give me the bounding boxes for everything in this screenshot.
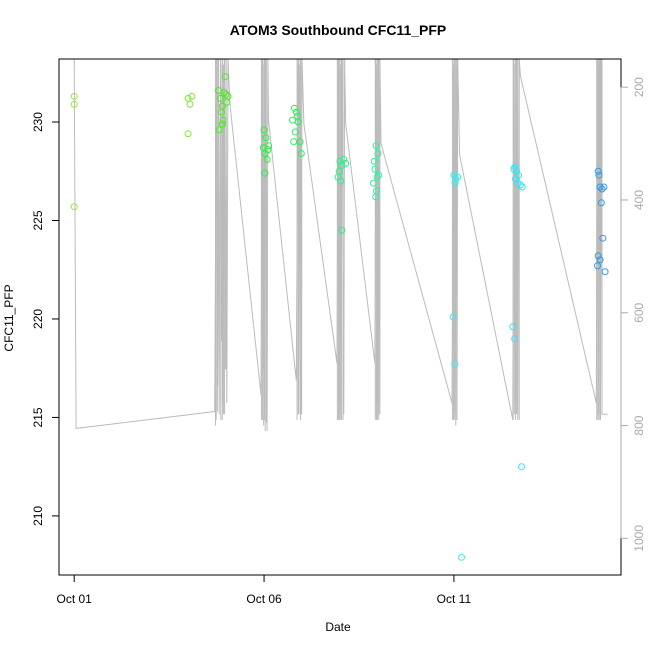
data-point-34 <box>297 150 305 157</box>
right-tick-label-4: 1000 <box>632 525 646 552</box>
data-point-56 <box>451 179 459 187</box>
data-point-6 <box>184 130 192 138</box>
data-point-24 <box>263 155 271 163</box>
data-point-57 <box>449 313 457 321</box>
right-tick-label-3: 800 <box>632 415 646 435</box>
data-point-43 <box>338 226 346 234</box>
data-point-68 <box>509 323 517 331</box>
y-axis-right: 200 400 600 800 1000 <box>620 77 646 552</box>
data-point-31 <box>291 128 299 136</box>
x-tick-label-0: Oct 01 <box>57 592 93 606</box>
data-point-18 <box>218 120 226 128</box>
data-point-39 <box>340 155 348 163</box>
data-point-52 <box>372 193 380 201</box>
x-axis: Oct 01 Oct 06 Oct 11 <box>57 574 472 606</box>
data-point-59 <box>458 553 465 561</box>
data-point-77 <box>599 234 607 242</box>
data-point-63 <box>511 175 519 183</box>
data-point-4 <box>186 100 194 108</box>
data-point-44 <box>370 157 378 165</box>
y-tick-label-1: 215 <box>31 407 45 427</box>
data-point-0 <box>70 92 78 100</box>
data-point-26 <box>265 142 273 150</box>
data-point-12 <box>219 116 227 124</box>
data-point-33 <box>290 138 298 146</box>
data-point-50 <box>375 171 383 179</box>
y-axis-label: CFC11_PFP <box>2 284 16 351</box>
data-point-5 <box>188 92 196 100</box>
data-point-79 <box>596 256 604 264</box>
chart-title: ATOM3 Southbound CFC11_PFP <box>230 22 447 38</box>
x-axis-label: Date <box>325 620 351 634</box>
data-point-72 <box>595 171 603 179</box>
altitude-path-layer <box>73 59 608 432</box>
data-point-70 <box>518 463 525 471</box>
data-point-37 <box>338 161 346 169</box>
data-point-67 <box>510 165 518 173</box>
data-point-10 <box>220 89 228 96</box>
right-tick-label-1: 400 <box>632 190 646 210</box>
data-point-2 <box>70 203 78 211</box>
data-point-17 <box>224 92 232 100</box>
x-tick-label-2: Oct 11 <box>437 592 472 606</box>
data-point-53 <box>450 171 458 179</box>
data-point-80 <box>594 262 601 270</box>
y-tick-label-2: 220 <box>31 309 45 329</box>
data-point-14 <box>222 91 230 98</box>
data-point-71 <box>594 167 602 175</box>
data-point-35 <box>294 112 301 120</box>
data-point-58 <box>451 360 459 368</box>
data-point-8 <box>216 94 224 102</box>
data-point-1 <box>70 100 78 108</box>
data-point-28 <box>292 108 300 116</box>
data-point-46 <box>374 150 382 157</box>
data-points-layer <box>70 73 609 561</box>
data-point-48 <box>373 173 381 181</box>
data-point-45 <box>372 142 380 150</box>
data-point-55 <box>454 173 462 181</box>
data-point-66 <box>518 183 526 191</box>
y-tick-label-0: 210 <box>31 506 45 526</box>
right-tick-label-2: 600 <box>632 302 646 322</box>
data-point-27 <box>290 104 298 112</box>
x-tick-label-1: Oct 06 <box>246 592 282 606</box>
data-point-16 <box>221 73 229 81</box>
data-point-41 <box>337 177 345 185</box>
y-axis-left: 210 215 220 225 230 <box>31 112 59 526</box>
data-point-81 <box>601 268 609 276</box>
data-point-65 <box>516 181 524 189</box>
y-tick-label-4: 230 <box>31 112 45 132</box>
data-point-75 <box>600 183 608 191</box>
y-tick-label-3: 225 <box>31 210 45 230</box>
data-point-69 <box>511 335 519 343</box>
data-point-13 <box>215 126 223 134</box>
data-point-11 <box>218 108 225 116</box>
data-point-74 <box>598 185 606 193</box>
data-point-25 <box>261 169 269 177</box>
data-point-76 <box>597 199 605 207</box>
data-point-54 <box>452 175 460 183</box>
data-point-47 <box>371 165 379 173</box>
data-point-73 <box>596 183 604 191</box>
right-tick-label-0: 200 <box>632 77 646 97</box>
data-point-78 <box>594 252 602 260</box>
data-point-42 <box>342 159 350 167</box>
data-point-20 <box>262 134 270 142</box>
data-point-49 <box>369 179 377 187</box>
data-point-19 <box>260 126 268 134</box>
